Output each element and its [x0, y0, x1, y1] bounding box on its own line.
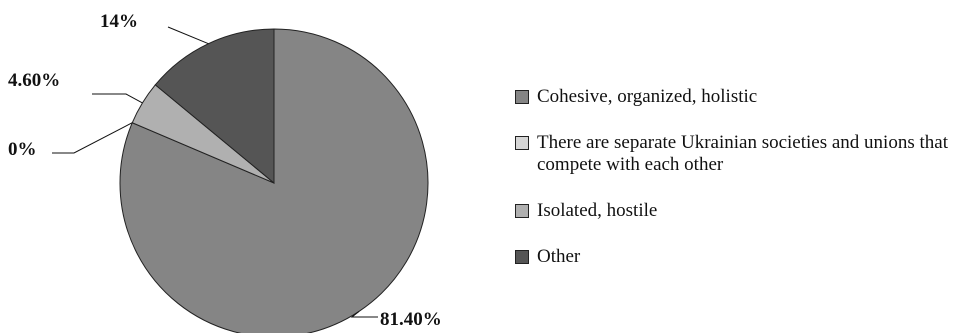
legend-item-cohesive: Cohesive, organized, holistic: [515, 86, 955, 108]
legend-swatch: [515, 204, 529, 218]
data-label: 4.60%: [8, 70, 60, 91]
legend-swatch: [515, 90, 529, 104]
pie-chart: 81.40% 0% 4.60% 14%: [8, 11, 442, 333]
legend-item-separate-societies: There are separate Ukrainian societies a…: [515, 132, 955, 176]
legend-label: Isolated, hostile: [537, 200, 658, 221]
data-label: 81.40%: [380, 309, 442, 330]
data-label: 14%: [100, 11, 138, 32]
pie-slice: [154, 28, 275, 185]
leader-line: [52, 122, 133, 154]
legend-item-isolated: Isolated, hostile: [515, 200, 955, 222]
pie-slices: [119, 28, 429, 333]
legend-label: There are separate Ukrainian societies a…: [537, 132, 948, 175]
data-labels: 81.40% 0% 4.60% 14%: [8, 11, 442, 330]
leader-line: [167, 26, 209, 45]
pie-slice: [119, 28, 429, 333]
legend: Cohesive, organized, holistic There are …: [515, 86, 955, 292]
legend-label: Cohesive, organized, holistic: [537, 86, 758, 107]
data-label: 0%: [8, 139, 37, 160]
legend-swatch: [515, 250, 529, 264]
leader-line: [92, 93, 143, 104]
label-leaders: [52, 26, 378, 318]
legend-label: Other: [537, 246, 581, 267]
legend-swatch: [515, 136, 529, 150]
legend-item-other: Other: [515, 246, 955, 268]
leader-line: [350, 311, 378, 318]
